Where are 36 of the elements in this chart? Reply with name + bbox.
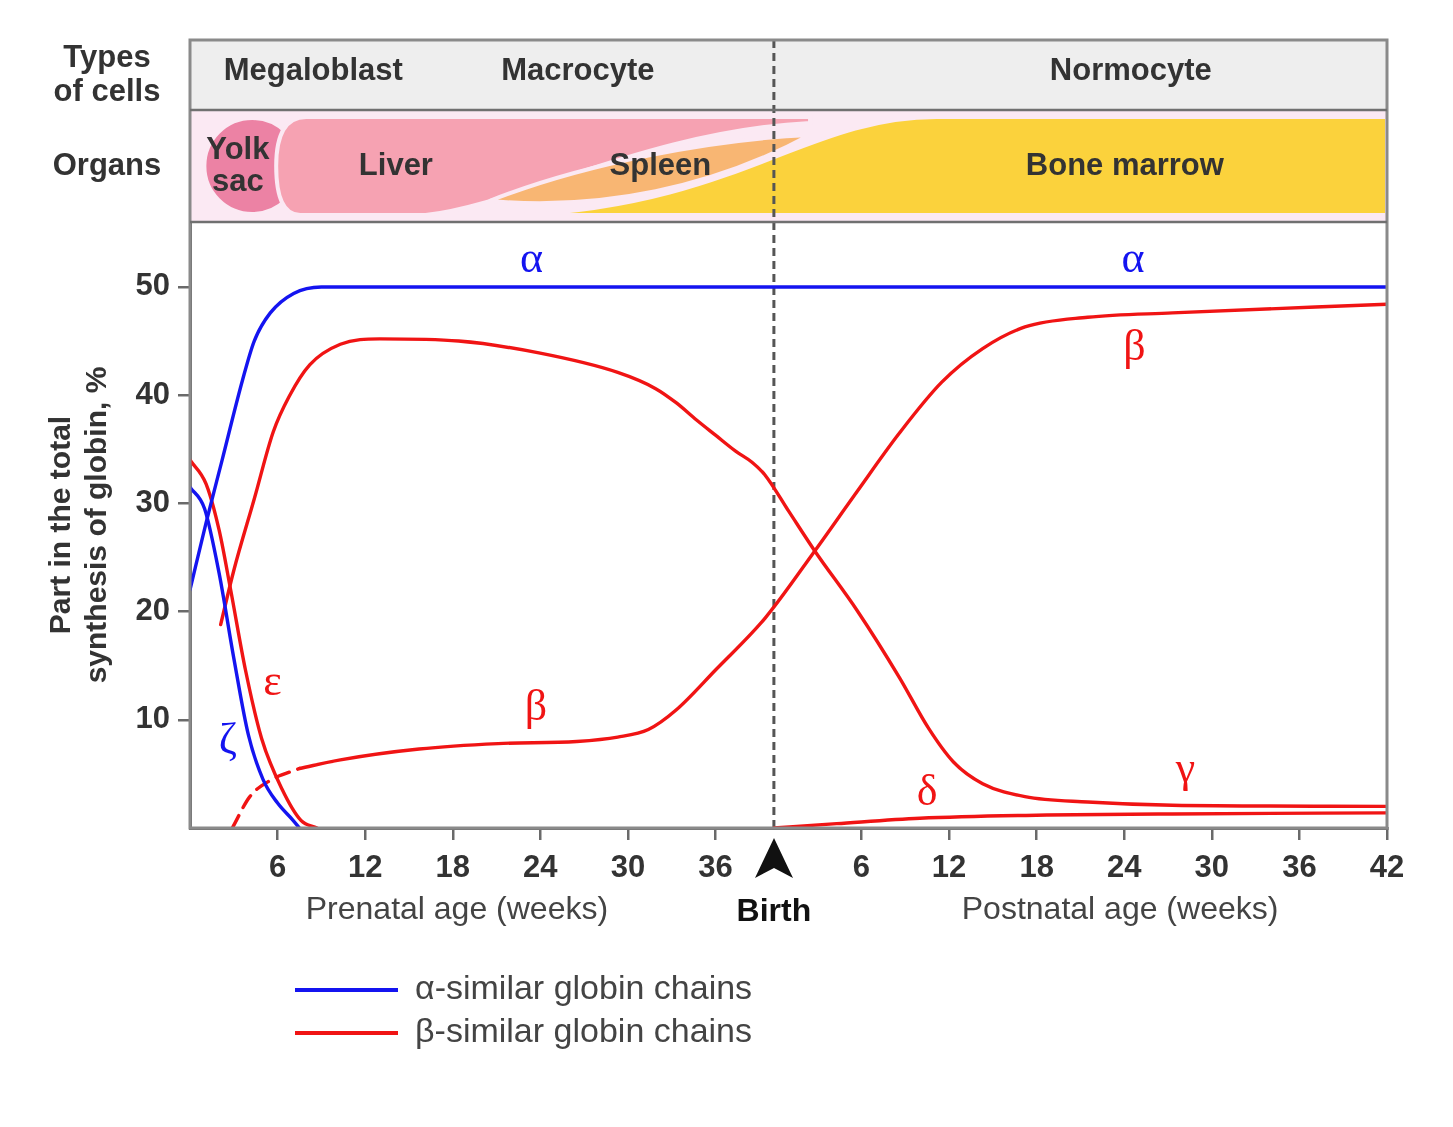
annotation: δ (916, 765, 938, 815)
text: Organs (52, 146, 162, 182)
legend-label: α-similar globin chains (415, 968, 753, 1007)
x-tick-label: 30 (610, 849, 646, 885)
x-tick-label: 12 (347, 849, 383, 885)
x-tick-label: 6 (268, 849, 287, 885)
y-tick-label: 20 (135, 592, 170, 628)
text: Liver (358, 146, 433, 182)
y-axis-title: Part in the total synthesis of globin, % (43, 366, 113, 684)
x-axis-title: Prenatal age (weeks) (305, 889, 609, 926)
y-tick-label: 10 (135, 700, 170, 736)
text: Yolk sac (206, 130, 271, 198)
annotation: β (524, 681, 548, 731)
annotation: γ (1174, 742, 1196, 792)
annotation: β (1123, 320, 1146, 370)
text: Spleen (609, 146, 712, 182)
x2-tick-label: 42 (1369, 849, 1405, 885)
annotation: ε (263, 656, 282, 706)
text: Types of cells (53, 38, 161, 108)
text: Normocyte (1049, 51, 1212, 87)
y-tick-label: 50 (135, 267, 170, 303)
legend-label: β-similar globin chains (415, 1011, 753, 1050)
x-tick-label: 36 (698, 849, 733, 885)
y-tick-label: 40 (135, 375, 170, 411)
x2-axis-title: Postnatal age (weeks) (961, 889, 1279, 926)
x-tick-label: 18 (435, 849, 470, 885)
ref-line-label: Birth (736, 891, 812, 928)
text: Macrocyte (501, 51, 655, 87)
x-tick-label: 24 (523, 849, 559, 885)
text: Megaloblast (223, 51, 403, 87)
text: Bone marrow (1025, 146, 1225, 182)
y-tick-label: 30 (135, 483, 170, 519)
annotation: α (1121, 233, 1145, 283)
annotation: ζ (218, 713, 237, 763)
line-series (772, 811, 1387, 828)
annotation: α (520, 233, 544, 283)
